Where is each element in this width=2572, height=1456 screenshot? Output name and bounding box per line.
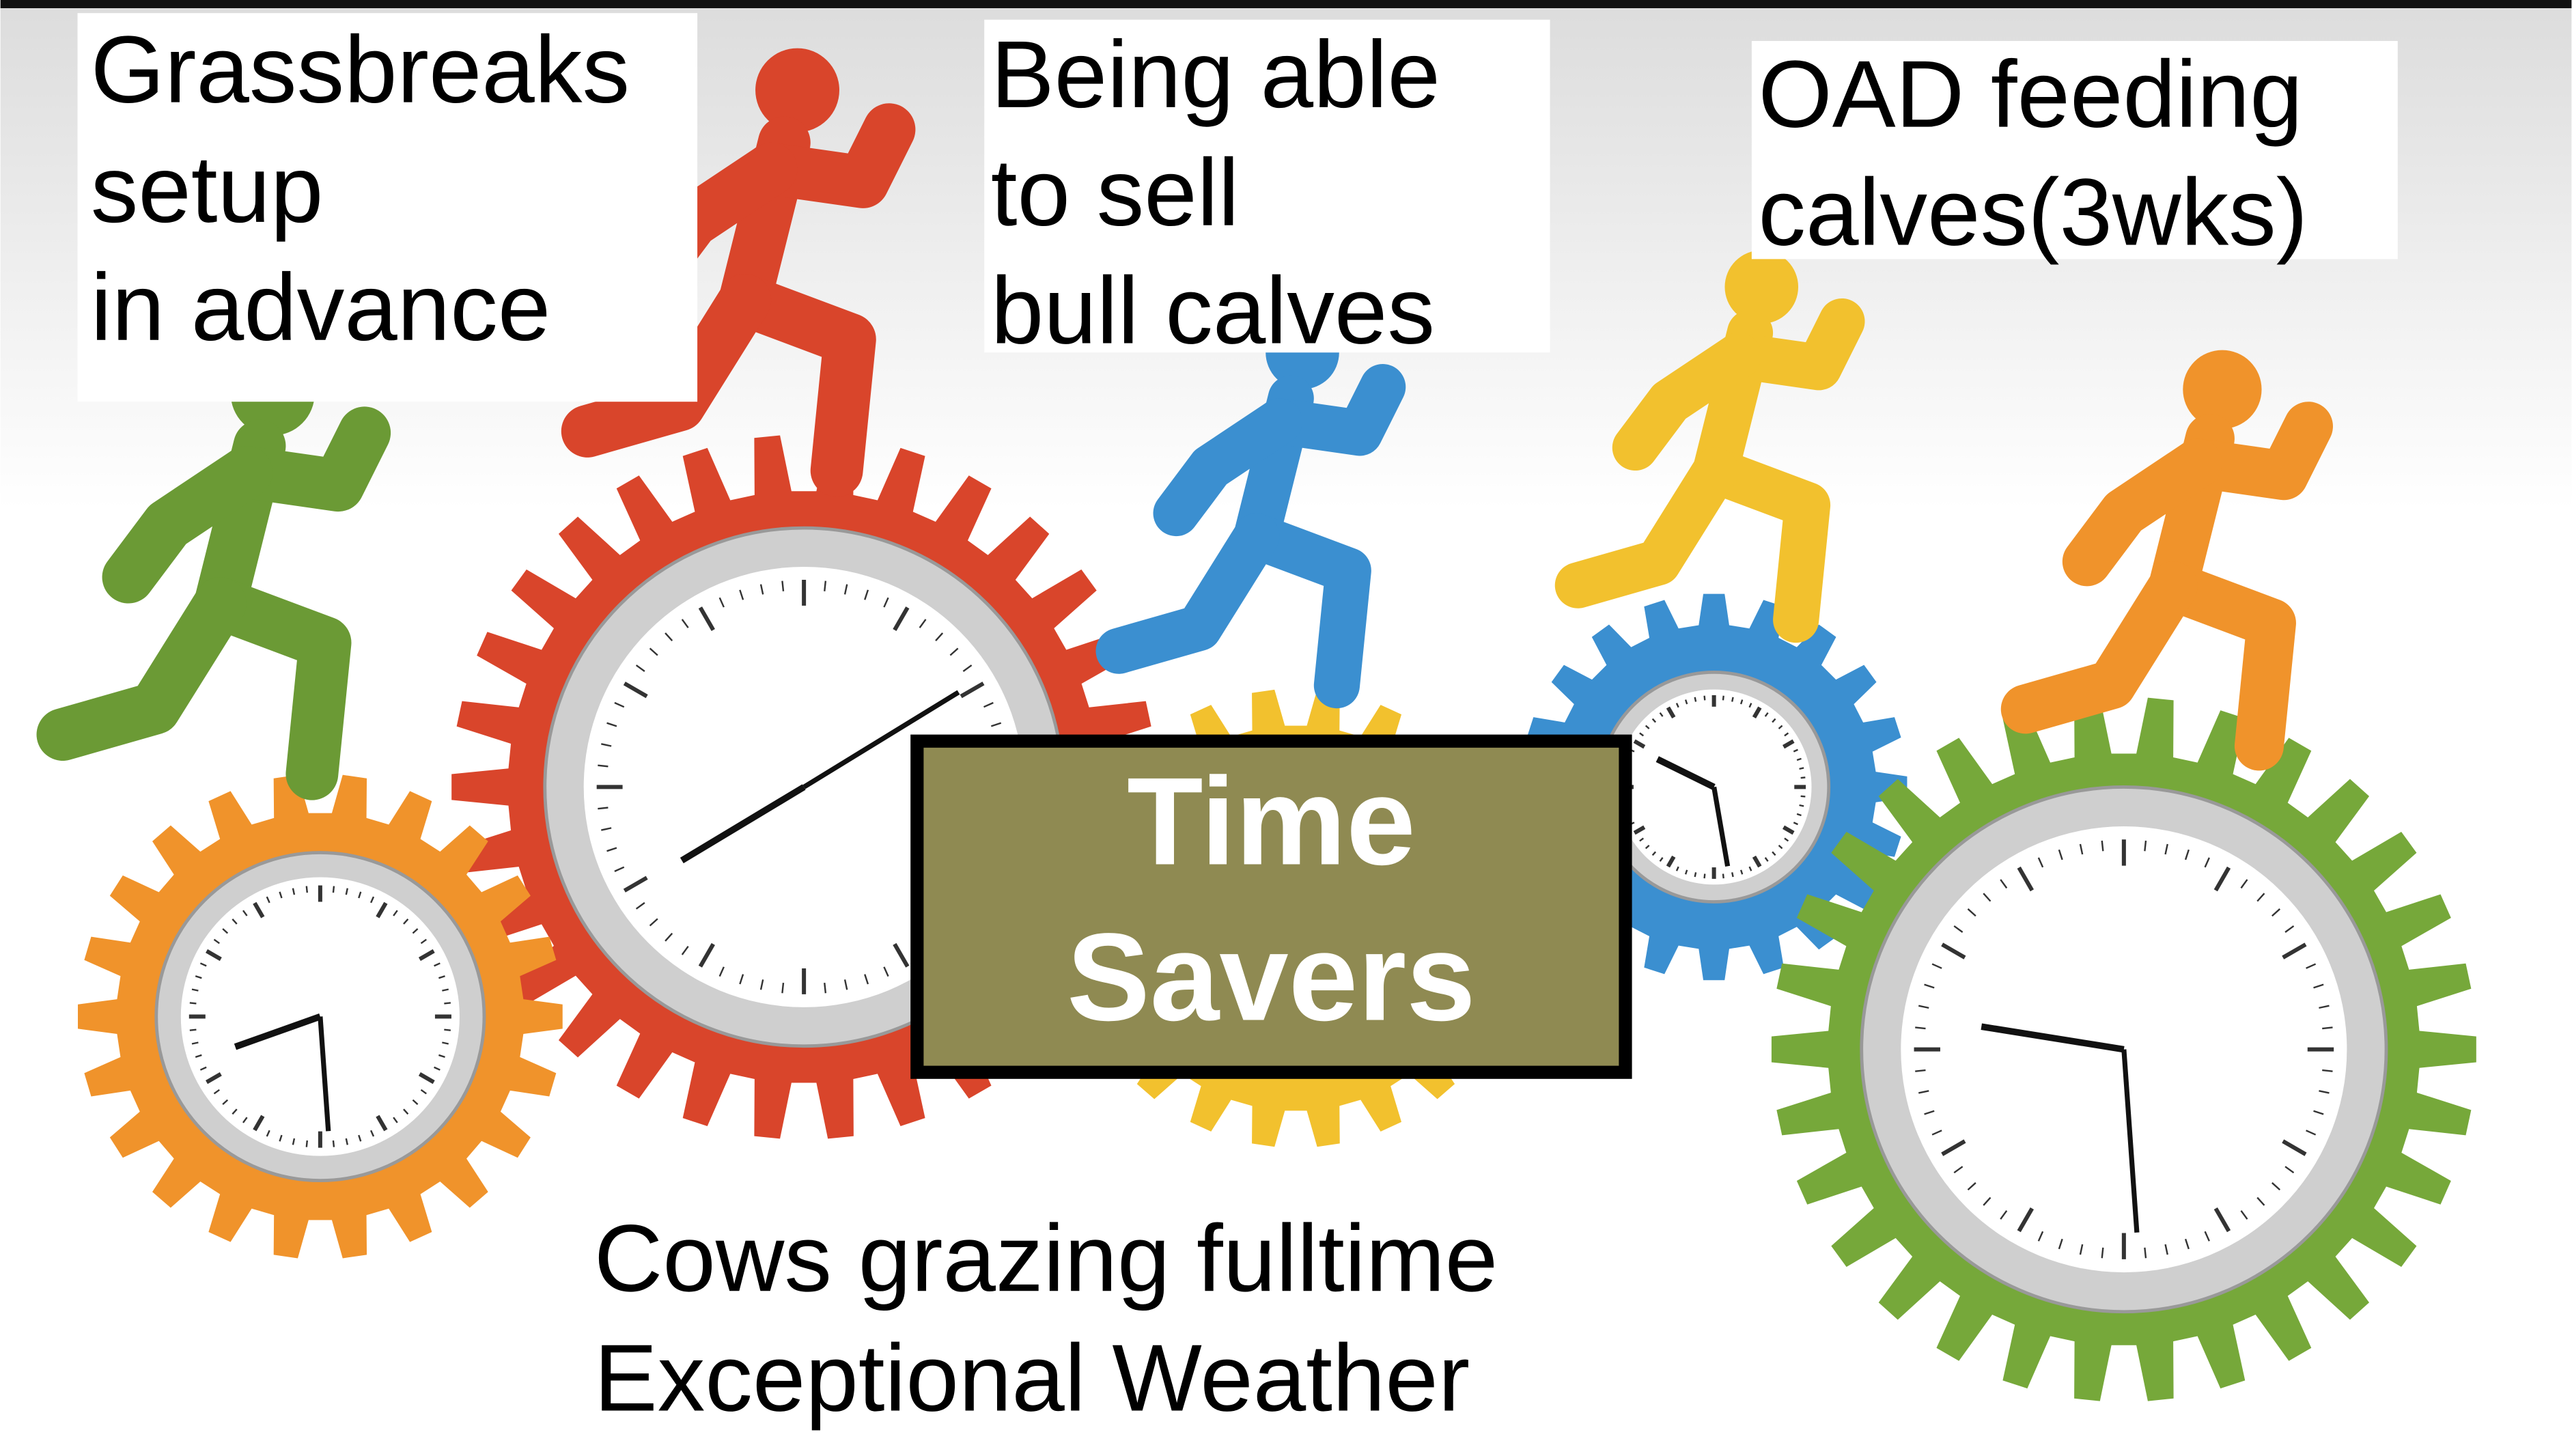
clock-tick bbox=[2144, 1248, 2146, 1258]
center-title: Time bbox=[1127, 751, 1416, 891]
label-line: Grassbreaks bbox=[91, 16, 630, 123]
clock-tick bbox=[2102, 1248, 2103, 1258]
clock-tick bbox=[1732, 872, 1733, 877]
clock-tick bbox=[1695, 697, 1696, 702]
clock-tick bbox=[2144, 841, 2146, 851]
runner-head bbox=[755, 48, 839, 132]
clock-tick bbox=[1915, 1070, 1925, 1072]
label-line: OAD feeding bbox=[1758, 41, 2302, 148]
clock-tick bbox=[2102, 841, 2103, 851]
clock-tick bbox=[1695, 872, 1696, 877]
slide: Grassbreaks setup in advance Being able … bbox=[0, 0, 2572, 1456]
clock-tick bbox=[824, 983, 826, 993]
clock-tick bbox=[1800, 805, 1804, 806]
runner-head bbox=[2183, 350, 2261, 429]
clock-tick bbox=[1732, 697, 1733, 702]
clock-tick bbox=[782, 983, 783, 993]
clock-tick bbox=[444, 1030, 451, 1031]
label-line: Being able bbox=[991, 21, 1440, 128]
clock-tick bbox=[333, 1140, 334, 1147]
clock-tick bbox=[1723, 873, 1724, 878]
clock-tick bbox=[1801, 777, 1806, 778]
clock-tick bbox=[1723, 696, 1724, 701]
clock-tick bbox=[333, 886, 334, 893]
label-line: calves(3wks) bbox=[1758, 159, 2308, 266]
footer-line: Exceptional Weather bbox=[594, 1325, 1470, 1431]
clock-tick bbox=[824, 581, 826, 591]
label-line: bull calves bbox=[991, 257, 1435, 364]
label-line: to sell bbox=[991, 139, 1240, 246]
clock-tick bbox=[782, 581, 783, 591]
center-title: Savers bbox=[1067, 908, 1476, 1047]
clock-tick bbox=[2322, 1027, 2332, 1028]
label-line: setup bbox=[91, 136, 324, 242]
clock-tick bbox=[190, 1030, 197, 1031]
page: Grassbreaks setup in advance Being able … bbox=[0, 0, 2572, 1456]
clock-tick bbox=[1915, 1027, 1925, 1028]
footer-line: Cows grazing fulltime bbox=[594, 1205, 1498, 1311]
clock-tick bbox=[598, 808, 608, 809]
clock-tick bbox=[2322, 1070, 2332, 1072]
clock-tick bbox=[598, 766, 608, 767]
clock-tick bbox=[1801, 796, 1806, 797]
label-line: in advance bbox=[91, 254, 551, 361]
top-border bbox=[1, 0, 2572, 8]
